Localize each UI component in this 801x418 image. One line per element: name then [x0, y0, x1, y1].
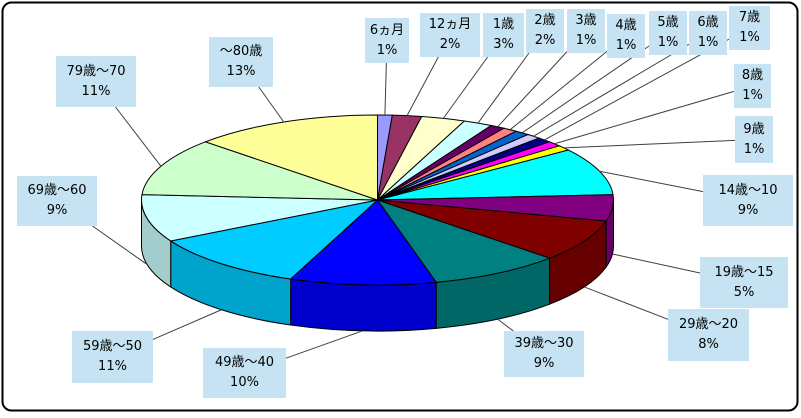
pie-callout-13: 29歳～20 8% [668, 309, 749, 361]
pie-callout-11: 14歳～10 9% [703, 175, 793, 226]
pie-slice-11[interactable] [377, 149, 614, 201]
callout-value: 2% [439, 37, 461, 52]
pie-slice-side-15 [290, 278, 437, 332]
leader-line-19 [258, 86, 285, 123]
leader-line-13 [584, 286, 669, 320]
pie-callout-17: 69歳～60 9% [17, 176, 97, 226]
callout-value: 5% [733, 284, 755, 300]
pie-slice-18[interactable] [141, 141, 378, 201]
callout-label: 6ヵ月 [369, 22, 405, 38]
leader-line-11 [599, 170, 704, 193]
callout-value: 9% [533, 356, 555, 371]
callout-value: 13% [226, 64, 256, 79]
leader-line-8 [544, 38, 730, 141]
callout-label: 49歳～40 [214, 355, 275, 370]
pie-callout-18: 79歳～70 11% [56, 56, 136, 107]
pie-callout-15: 49歳～40 10% [203, 348, 286, 398]
pie-slice-14[interactable] [376, 199, 552, 283]
callout-label: 69歳～60 [27, 183, 87, 198]
callout-value: 1% [743, 141, 765, 157]
pie-callout-10: 9歳 1% [735, 116, 773, 163]
pie-callout-7: 6歳 1% [689, 11, 727, 55]
callout-label: 3歳 [575, 13, 597, 28]
pie-callout-3: 2歳 2% [526, 9, 564, 53]
leader-line-18 [115, 106, 162, 167]
callout-value: 1% [376, 42, 398, 58]
callout-label: 6歳 [697, 15, 719, 30]
callout-value: 9% [46, 203, 68, 218]
callout-value: 3% [493, 37, 514, 52]
callout-value: 9% [737, 202, 759, 218]
callout-value: 11% [81, 83, 111, 99]
leader-line-5 [509, 50, 608, 131]
callout-label: 2歳 [534, 13, 556, 28]
leader-line-0 [384, 62, 387, 116]
callout-label: 1歳 [492, 17, 515, 32]
pie-callout-19: ～80歳 13% [209, 37, 273, 87]
leader-line-16 [152, 309, 222, 340]
callout-label: 79歳～70 [66, 63, 126, 79]
callout-value: 1% [742, 88, 763, 103]
pie-callout-6: 5歳 1% [649, 11, 687, 55]
leader-line-14 [497, 318, 514, 332]
leader-line-7 [533, 43, 690, 137]
callout-value: 1% [739, 30, 760, 45]
pie-slice-19[interactable] [203, 114, 378, 201]
callout-label: 29歳～20 [678, 317, 739, 332]
leader-line-6 [521, 45, 650, 134]
pie-callout-2: 1歳 3% [483, 13, 524, 57]
callout-value: 1% [615, 38, 637, 53]
pie-slice-16[interactable] [169, 199, 380, 280]
pie-callout-0: 6ヵ月 1% [365, 18, 409, 63]
callout-value: 11% [98, 359, 127, 374]
pie-slice-13[interactable] [377, 199, 608, 259]
callout-value: 10% [230, 375, 259, 390]
leader-line-12 [612, 253, 701, 274]
pie-slice-17[interactable] [141, 194, 378, 242]
leader-line-1 [406, 56, 439, 116]
callout-value: 1% [697, 35, 719, 50]
pie-callout-4: 3歳 1% [567, 9, 605, 53]
leader-line-9 [554, 90, 735, 145]
callout-value: 1% [657, 35, 679, 50]
callout-label: 59歳～50 [82, 339, 143, 354]
callout-label: 8歳 [741, 68, 764, 83]
callout-label: 39歳～30 [514, 336, 574, 351]
pie-callout-8: 7歳 1% [729, 6, 770, 50]
callout-label: 19歳～15 [714, 264, 774, 280]
callout-label: 5歳 [657, 15, 679, 30]
callout-label: ～80歳 [219, 44, 263, 59]
leader-line-4 [497, 51, 568, 128]
pie-callout-14: 39歳～30 9% [504, 331, 584, 377]
leader-line-17 [92, 225, 148, 265]
pie-callout-9: 8歳 1% [734, 64, 771, 108]
callout-label: 4歳 [615, 18, 637, 33]
callout-label: 7歳 [738, 10, 761, 25]
callout-label: 9歳 [743, 121, 765, 137]
leader-line-15 [285, 330, 363, 359]
pie-slice-15[interactable] [289, 199, 438, 286]
leader-line-2 [442, 56, 489, 119]
callout-value: 8% [698, 337, 719, 352]
leader-line-10 [563, 139, 736, 149]
callout-value: 1% [575, 33, 597, 48]
pie-callout-1: 12ヵ月 2% [420, 13, 480, 57]
callout-label: 12ヵ月 [428, 17, 472, 32]
pie-callout-12: 19歳～15 5% [700, 257, 788, 308]
callout-label: 14歳～10 [718, 182, 778, 198]
callout-value: 2% [534, 33, 556, 48]
pie-callout-16: 59歳～50 11% [72, 331, 153, 383]
pie-callout-5: 4歳 1% [607, 14, 645, 58]
leader-line-3 [477, 52, 530, 124]
